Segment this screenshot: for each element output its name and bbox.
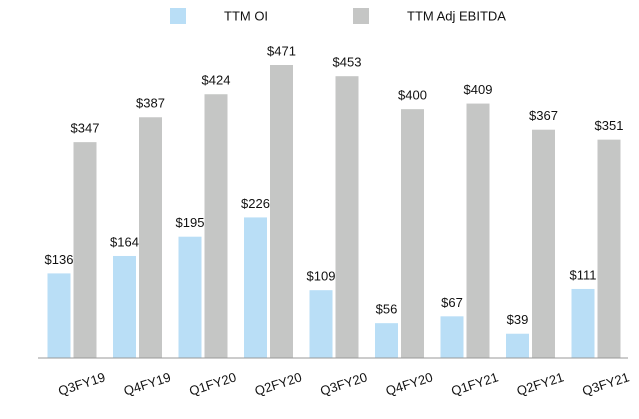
legend-swatch [353,8,369,24]
data-label: $67 [441,295,463,310]
data-label: $351 [595,118,624,133]
legend-swatch [170,8,186,24]
data-label: $409 [464,82,493,97]
bar [113,255,136,358]
bar [73,142,97,358]
bar [244,217,267,358]
data-label: $56 [376,302,398,317]
bar [47,273,71,358]
legend-label: TTM OI [224,8,268,23]
bar [401,109,424,358]
data-label: $367 [529,108,558,123]
bar [375,323,398,358]
bar [178,236,202,358]
data-label: $111 [570,267,597,282]
x-tick-label: Q4FY19 [122,369,173,398]
bar [466,103,490,358]
bar [309,290,333,358]
bar [532,129,555,358]
bar [139,117,162,358]
data-label: $453 [333,55,362,70]
bar [440,316,464,358]
bar [571,288,595,358]
x-tick-label: Q3FY20 [318,369,369,398]
data-label: $109 [307,269,336,284]
bar [335,76,359,358]
data-label: $136 [45,252,74,267]
bar [506,333,529,358]
bar [270,65,293,358]
data-label: $164 [110,234,139,249]
data-label: $347 [71,121,100,136]
x-tick-label: Q2FY20 [253,369,304,398]
x-tick-label: Q3FY21 [580,369,631,398]
x-tick-label: Q2FY21 [515,369,566,398]
legend-label: TTM Adj EBITDA [407,8,506,23]
data-label: $400 [398,88,427,103]
data-label: $226 [241,196,270,211]
x-tick-label: Q3FY19 [56,369,107,398]
data-label: $424 [202,73,231,88]
x-tick-label: Q4FY20 [384,369,435,398]
data-label: $387 [136,96,165,111]
data-label: $39 [507,312,529,327]
x-tick-label: Q1FY20 [187,369,238,398]
data-label: $471 [267,43,296,58]
bar [597,139,621,358]
bar [204,94,228,358]
x-tick-label: Q1FY21 [449,369,500,398]
data-label: $195 [176,215,205,230]
